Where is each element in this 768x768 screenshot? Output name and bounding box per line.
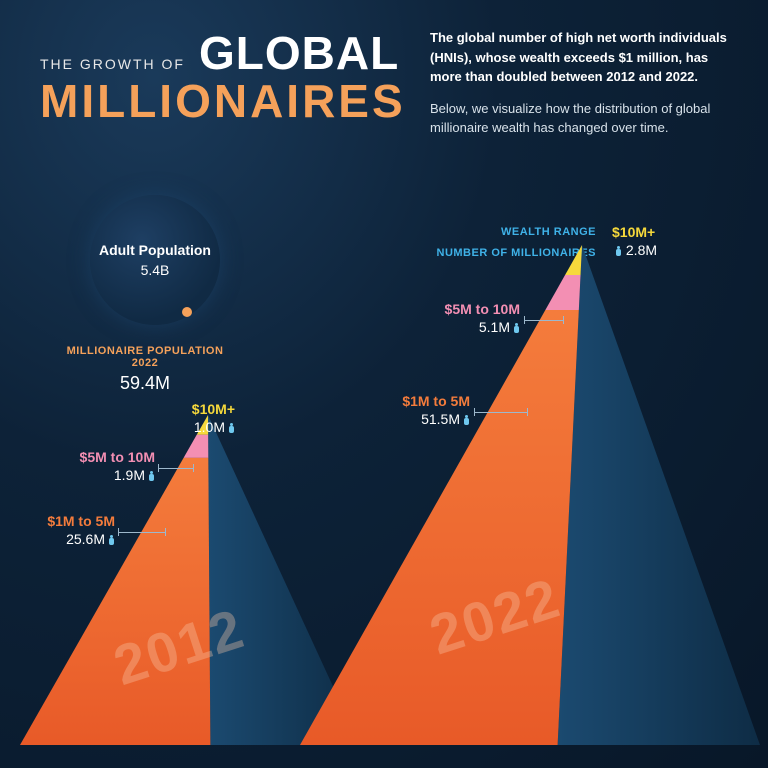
person-icon <box>148 471 155 481</box>
band-count: 5.1M <box>420 318 520 336</box>
band-label-2012-2: $1M to 5M25.6M <box>15 512 115 548</box>
title-line1: GLOBAL <box>199 30 399 76</box>
band-range: $5M to 10M <box>55 448 155 466</box>
band-range: $10M+ <box>145 400 235 418</box>
band-count: 2.8M <box>612 241 722 259</box>
band-label-2012-1: $5M to 10M1.9M <box>55 448 155 484</box>
intro-text: The global number of high net worth indi… <box>430 28 730 138</box>
person-icon <box>463 415 470 425</box>
person-icon <box>615 246 622 256</box>
intro-p1: The global number of high net worth indi… <box>430 30 727 84</box>
millionaire-dot-icon <box>182 307 192 317</box>
adult-population-value: 5.4B <box>141 262 170 278</box>
band-label-2022-1: $5M to 10M5.1M <box>420 300 520 336</box>
band-count: 25.6M <box>15 530 115 548</box>
legend-key-range: WEALTH RANGE <box>501 226 596 238</box>
leader-line <box>524 320 564 321</box>
title-pretext: THE GROWTH OF <box>40 56 185 72</box>
title-line2: MILLIONAIRES <box>40 78 406 124</box>
adult-population-circle: Adult Population 5.4B <box>90 195 220 325</box>
intro-p2: Below, we visualize how the distribution… <box>430 99 730 138</box>
leader-line <box>158 468 194 469</box>
adult-population-label: Adult Population <box>99 242 211 260</box>
band-label-2022-0: $10M+ 2.8M <box>612 223 722 259</box>
band-count: 1.9M <box>55 466 155 484</box>
leader-line <box>474 412 528 413</box>
band-range: $10M+ <box>612 223 722 241</box>
band-range: $1M to 5M <box>370 392 470 410</box>
band-range: $1M to 5M <box>15 512 115 530</box>
band-label-2022-2: $1M to 5M51.5M <box>370 392 470 428</box>
person-icon <box>513 323 520 333</box>
millionaire-population-value: 59.4M <box>60 373 230 394</box>
title-block: THE GROWTH OF GLOBAL MILLIONAIRES <box>40 30 406 124</box>
band-count: 51.5M <box>370 410 470 428</box>
person-icon <box>108 535 115 545</box>
band-range: $5M to 10M <box>420 300 520 318</box>
millionaire-population: MILLIONAIRE POPULATION 2022 59.4M <box>60 345 230 394</box>
millionaire-population-label: MILLIONAIRE POPULATION 2022 <box>60 345 230 369</box>
band-label-2012-0: $10M+1.0M <box>145 400 235 436</box>
band-count: 1.0M <box>145 418 235 436</box>
person-icon <box>228 423 235 433</box>
leader-line <box>118 532 166 533</box>
